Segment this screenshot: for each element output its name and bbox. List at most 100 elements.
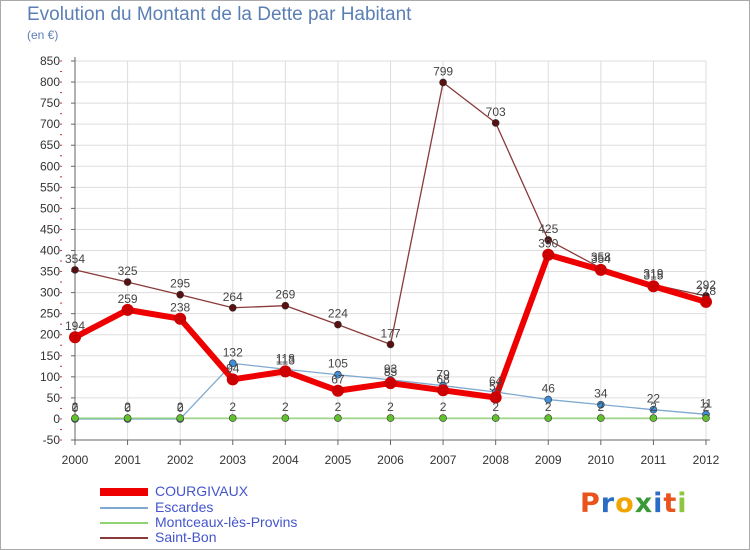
x-tick-label: 2011 — [641, 453, 667, 467]
logo-letter: o — [615, 488, 635, 519]
data-label-saint-bon: 354 — [65, 252, 85, 266]
legend-swatch-montceaux — [100, 522, 148, 524]
data-label-escardes: 105 — [328, 357, 348, 371]
unit-label: (en €) — [27, 28, 59, 42]
point-courgivaux — [331, 384, 344, 397]
data-label-courgivaux: 94 — [226, 361, 240, 375]
data-label-escardes: 0 — [72, 401, 79, 415]
data-label-escardes: 79 — [436, 368, 450, 382]
legend-swatch-saint-bon — [100, 537, 148, 539]
data-label-saint-bon: 425 — [538, 222, 558, 236]
logo-letter: i — [653, 488, 664, 519]
point-montceaux-l-s-provins — [228, 414, 237, 422]
series-layer — [69, 78, 712, 423]
data-label-saint-bon: 358 — [591, 250, 611, 264]
point-courgivaux — [542, 248, 555, 261]
point-saint-bon — [334, 320, 342, 329]
point-escardes — [334, 370, 342, 379]
x-tick-label: 2004 — [272, 453, 299, 467]
data-label-montceaux-l-s-provins: 2 — [650, 400, 657, 414]
point-montceaux-l-s-provins — [386, 414, 395, 422]
proxiti-logo: Proxiti — [580, 488, 688, 519]
data-label-saint-bon: 703 — [486, 105, 506, 119]
point-courgivaux — [384, 377, 397, 390]
point-montceaux-l-s-provins — [334, 414, 342, 422]
x-tick-label: 2003 — [219, 453, 246, 467]
data-label-montceaux-l-s-provins: 2 — [703, 400, 710, 414]
axes: -500501001502002503003504004505005506006… — [40, 54, 720, 467]
data-label-escardes: 46 — [542, 382, 556, 396]
y-tick-label: 450 — [40, 222, 60, 236]
point-escardes — [544, 395, 553, 404]
y-tick-label: 750 — [40, 96, 60, 110]
point-montceaux-l-s-provins — [544, 414, 553, 422]
data-label-courgivaux: 354 — [591, 252, 611, 266]
point-montceaux-l-s-provins — [702, 414, 710, 422]
point-montceaux-l-s-provins — [123, 414, 132, 422]
data-label-courgivaux: 51 — [489, 379, 503, 393]
chart-title: Evolution du Montant de la Dette par Hab… — [27, 4, 412, 25]
line-chart: -500501001502002503003504004505005506006… — [40, 54, 720, 467]
point-escardes — [228, 359, 237, 368]
data-label-saint-bon: 269 — [275, 288, 295, 302]
point-courgivaux — [226, 373, 239, 386]
x-tick-label: 2001 — [114, 453, 141, 467]
data-label-montceaux-l-s-provins: 2 — [282, 400, 289, 414]
logo-letter: i — [677, 488, 688, 519]
point-saint-bon — [281, 301, 290, 310]
point-saint-bon — [71, 266, 79, 274]
point-saint-bon — [228, 303, 237, 312]
point-courgivaux — [489, 391, 502, 404]
data-label-escardes: 118 — [276, 351, 295, 365]
y-tick-label: 150 — [40, 349, 60, 363]
data-label-courgivaux: 238 — [170, 301, 190, 315]
point-montceaux-l-s-provins — [491, 414, 500, 422]
x-tick-label: 2006 — [377, 453, 404, 467]
x-tick-label: 2012 — [693, 453, 720, 467]
data-label-saint-bon: 224 — [328, 307, 348, 321]
point-courgivaux — [594, 263, 607, 276]
point-saint-bon — [544, 236, 553, 244]
data-label-montceaux-l-s-provins: 2 — [177, 400, 184, 414]
data-label-montceaux-l-s-provins: 2 — [492, 400, 499, 414]
legend-label-courgivaux: COURGIVAUX — [155, 483, 249, 499]
point-saint-bon — [439, 78, 447, 87]
point-saint-bon — [491, 119, 500, 127]
data-label-courgivaux: 390 — [538, 237, 558, 251]
legend-label-saint-bon: Saint-Bon — [155, 529, 217, 545]
y-tick-label: 250 — [40, 307, 60, 321]
legend-swatch-courgivaux — [100, 488, 148, 496]
y-tick-label: 550 — [40, 180, 60, 194]
point-montceaux-l-s-provins — [439, 414, 447, 422]
point-escardes — [649, 405, 658, 414]
point-courgivaux — [121, 303, 134, 316]
data-label-courgivaux: 278 — [696, 284, 716, 298]
y-tick-label: 350 — [40, 265, 60, 279]
point-saint-bon — [386, 340, 395, 349]
y-tick-label: 500 — [40, 201, 60, 215]
data-label-escardes: 64 — [489, 374, 503, 388]
data-label-montceaux-l-s-provins: 2 — [229, 400, 236, 414]
point-courgivaux — [69, 331, 81, 344]
y-tick-label: 100 — [40, 370, 60, 384]
logo-letter: P — [580, 488, 601, 519]
data-label-saint-bon: 319 — [643, 267, 663, 281]
data-label-escardes: 34 — [594, 387, 608, 401]
data-label-montceaux-l-s-provins: 2 — [545, 400, 552, 414]
data-label-escardes: 0 — [177, 401, 184, 415]
data-label-saint-bon: 177 — [380, 326, 400, 340]
x-tick-label: 2002 — [167, 453, 194, 467]
data-label-escardes: 0 — [124, 401, 131, 415]
logo-letter: x — [634, 488, 654, 519]
data-label-montceaux-l-s-provins: 2 — [597, 400, 604, 414]
data-label-saint-bon: 799 — [433, 64, 453, 78]
data-label-saint-bon: 325 — [118, 264, 138, 278]
legend-label-escardes: Escardes — [155, 499, 214, 515]
point-montceaux-l-s-provins — [176, 414, 184, 422]
x-tick-label: 2007 — [430, 453, 457, 467]
data-label-montceaux-l-s-provins: 2 — [387, 400, 394, 414]
legend-label-montceaux: Montceaux-lès-Provins — [155, 514, 298, 530]
data-label-courgivaux: 315 — [643, 268, 663, 282]
data-label-saint-bon: 292 — [696, 278, 716, 292]
data-label-courgivaux: 113 — [276, 353, 295, 367]
